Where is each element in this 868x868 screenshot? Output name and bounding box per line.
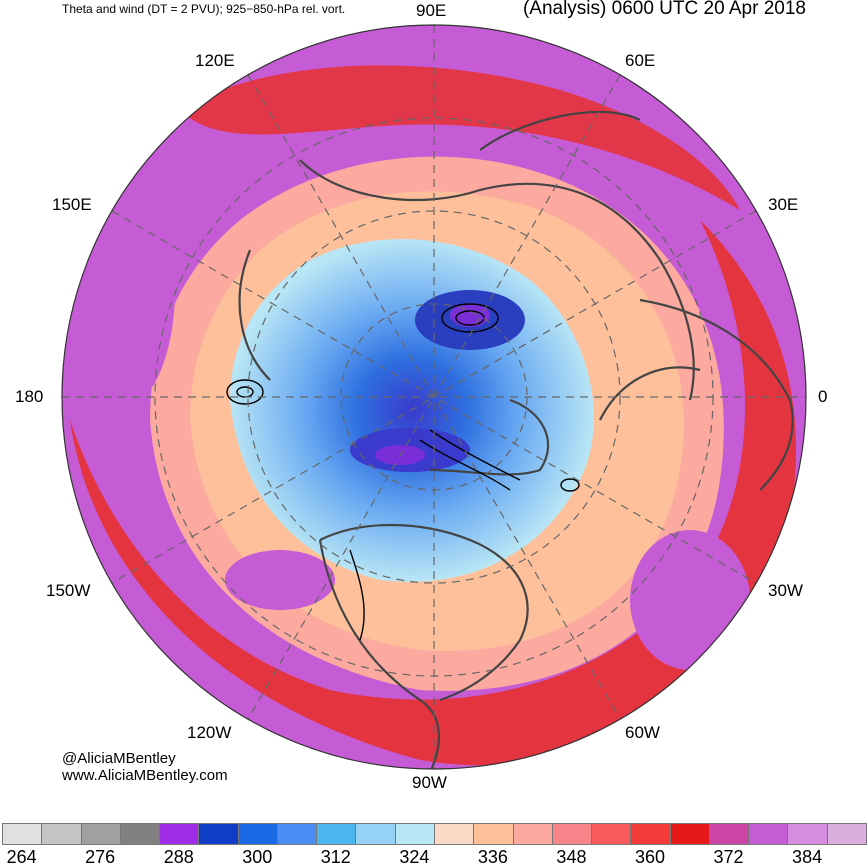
lon-label-120e: 120E: [195, 51, 235, 70]
colorbar-tick-label: 324: [399, 847, 430, 867]
graticule: [62, 25, 806, 769]
lon-label-120w: 120W: [187, 723, 232, 742]
colorbar-cell: [748, 823, 789, 845]
colorbar-cell: [276, 823, 318, 845]
colorbar-tick-label: 312: [320, 847, 351, 867]
colorbar-tick-label: 264: [6, 847, 37, 867]
colorbar-cell: [41, 823, 82, 845]
colorbar-tick-label: 384: [792, 847, 823, 867]
theta-colorbar: [2, 823, 867, 845]
colorbar-cell: [394, 823, 435, 845]
lon-label-60w: 60W: [625, 723, 660, 742]
map-boundary: [61, 24, 807, 770]
colorbar-cell: [551, 823, 593, 845]
lon-label-30w: 30W: [768, 581, 803, 600]
coastlines: [238, 110, 794, 769]
colorbar-cell: [198, 823, 239, 845]
colorbar-tick-label: 336: [477, 847, 508, 867]
colorbar-cell: [316, 823, 357, 845]
lon-label-90w: 90W: [412, 773, 447, 792]
analysis-time-title: (Analysis) 0600 UTC 20 Apr 2018: [522, 0, 806, 19]
theta-field: [62, 25, 806, 769]
colorbar-cell: [826, 823, 867, 845]
map-title: Theta and wind (DT = 2 PVU); 925−850-hPa…: [62, 2, 346, 16]
colorbar-tick-label: 348: [556, 847, 587, 867]
lon-label-150w: 150W: [46, 581, 91, 600]
lon-label-180: 180: [15, 387, 44, 406]
colorbar-cell: [512, 823, 553, 845]
colorbar-cell: [630, 823, 671, 845]
colorbar-tick-label: 372: [713, 847, 744, 867]
lon-label-90e: 90E: [416, 1, 447, 20]
colorbar-tick-label: 300: [242, 847, 273, 867]
colorbar-cell: [2, 823, 43, 845]
colorbar-cell: [591, 823, 632, 845]
lon-label-0: 0: [818, 387, 828, 406]
colorbar-cell: [787, 823, 828, 845]
colorbar-cell: [159, 823, 200, 845]
colorbar-cell: [669, 823, 710, 845]
colorbar-tick-label: 288: [163, 847, 194, 867]
author-handle: @AliciaMBentley: [62, 750, 176, 767]
lon-label-150e: 150E: [52, 195, 92, 214]
colorbar-cell: [473, 823, 514, 845]
colorbar-cell: [80, 823, 121, 845]
colorbar-cell: [237, 823, 278, 845]
polar-map: [61, 24, 807, 770]
lon-label-30e: 30E: [768, 195, 799, 214]
vorticity-contours: [226, 303, 580, 641]
colorbar-cell: [119, 823, 161, 845]
author-website: www.AliciaMBentley.com: [62, 767, 228, 784]
lon-label-60e: 60E: [625, 51, 656, 70]
colorbar-tick-label: 360: [634, 847, 666, 867]
colorbar-cell: [355, 823, 396, 845]
colorbar-tick-label: 276: [85, 847, 116, 867]
colorbar-cell: [434, 823, 475, 845]
colorbar-cell: [708, 823, 750, 845]
